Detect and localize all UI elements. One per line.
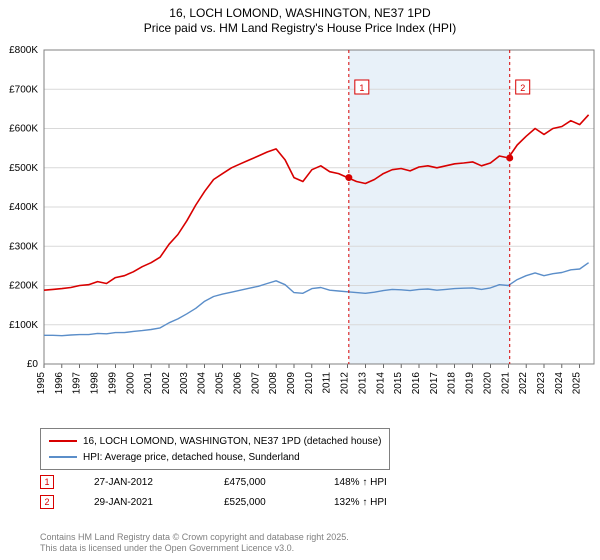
y-tick-label: £0 xyxy=(27,359,39,370)
x-tick-label: 2017 xyxy=(429,372,440,395)
marker-row: 1 27-JAN-2012£475,000148% ↑ HPI xyxy=(40,472,387,492)
chart-container: 16, LOCH LOMOND, WASHINGTON, NE37 1PD Pr… xyxy=(0,0,600,560)
x-tick-label: 2004 xyxy=(197,372,208,395)
y-tick-label: £300K xyxy=(9,241,38,252)
y-tick-label: £200K xyxy=(9,281,38,292)
footer: Contains HM Land Registry data © Crown c… xyxy=(40,532,349,554)
footer-line-2: This data is licensed under the Open Gov… xyxy=(40,543,349,554)
x-tick-label: 2003 xyxy=(179,372,190,395)
x-tick-label: 2021 xyxy=(500,372,511,395)
title-line-1: 16, LOCH LOMOND, WASHINGTON, NE37 1PD xyxy=(0,6,600,21)
x-tick-label: 2018 xyxy=(447,372,458,395)
x-tick-label: 2025 xyxy=(572,372,583,395)
x-tick-label: 2007 xyxy=(250,372,261,395)
x-tick-label: 2019 xyxy=(465,372,476,395)
y-tick-label: £600K xyxy=(9,124,38,135)
x-tick-label: 1998 xyxy=(90,372,101,395)
x-tick-label: 2020 xyxy=(482,372,493,395)
y-tick-label: £500K xyxy=(9,163,38,174)
marker-badge-label: 1 xyxy=(359,83,364,93)
marker-point xyxy=(506,154,513,161)
legend: 16, LOCH LOMOND, WASHINGTON, NE37 1PD (d… xyxy=(40,428,390,470)
x-tick-label: 2013 xyxy=(357,372,368,395)
x-tick-label: 2012 xyxy=(340,372,351,395)
marker-point xyxy=(345,174,352,181)
x-tick-label: 2016 xyxy=(411,372,422,395)
x-tick-label: 2014 xyxy=(375,372,386,395)
x-tick-label: 2008 xyxy=(268,372,279,395)
marker-table: 1 27-JAN-2012£475,000148% ↑ HPI 2 29-JAN-20… xyxy=(40,472,387,512)
marker-price: £525,000 xyxy=(224,497,334,508)
legend-item: 16, LOCH LOMOND, WASHINGTON, NE37 1PD (d… xyxy=(49,433,381,449)
x-tick-label: 2015 xyxy=(393,372,404,395)
legend-label: 16, LOCH LOMOND, WASHINGTON, NE37 1PD (d… xyxy=(83,436,381,447)
marker-row: 2 29-JAN-2021£525,000132% ↑ HPI xyxy=(40,492,387,512)
y-tick-label: £800K xyxy=(9,45,38,56)
legend-label: HPI: Average price, detached house, Sund… xyxy=(83,452,300,463)
title-line-2: Price paid vs. HM Land Registry's House … xyxy=(0,21,600,36)
x-tick-label: 2001 xyxy=(143,372,154,395)
marker-hpi: 148% ↑ HPI xyxy=(334,477,387,488)
marker-badge: 1 xyxy=(40,475,54,489)
legend-swatch xyxy=(49,440,77,442)
x-tick-label: 1997 xyxy=(72,372,83,395)
legend-swatch xyxy=(49,456,77,458)
x-tick-label: 2002 xyxy=(161,372,172,395)
y-tick-label: £100K xyxy=(9,320,38,331)
x-tick-label: 2011 xyxy=(322,372,333,394)
x-tick-label: 1996 xyxy=(54,372,65,395)
marker-badge: 2 xyxy=(40,495,54,509)
x-tick-label: 2010 xyxy=(304,372,315,395)
x-tick-label: 2023 xyxy=(536,372,547,395)
legend-item: HPI: Average price, detached house, Sund… xyxy=(49,449,381,465)
marker-date: 27-JAN-2012 xyxy=(94,477,224,488)
x-tick-label: 1999 xyxy=(107,372,118,395)
marker-badge-label: 2 xyxy=(520,83,525,93)
chart-area: £0 £100K £200K £300K £400K £500K £600K £700K £80… xyxy=(0,44,600,422)
y-tick-label: £700K xyxy=(9,84,38,95)
footer-line-1: Contains HM Land Registry data © Crown c… xyxy=(40,532,349,543)
x-tick-label: 2005 xyxy=(215,372,226,395)
x-tick-label: 2022 xyxy=(518,372,529,395)
x-tick-label: 2024 xyxy=(554,372,565,395)
x-tick-label: 2009 xyxy=(286,372,297,395)
marker-date: 29-JAN-2021 xyxy=(94,497,224,508)
marker-hpi: 132% ↑ HPI xyxy=(334,497,387,508)
x-tick-label: 2006 xyxy=(232,372,243,395)
x-tick-label: 2000 xyxy=(125,372,136,395)
chart-svg: £0 £100K £200K £300K £400K £500K £600K £700K £80… xyxy=(0,44,600,422)
marker-price: £475,000 xyxy=(224,477,334,488)
x-tick-label: 1995 xyxy=(36,372,47,395)
title-block: 16, LOCH LOMOND, WASHINGTON, NE37 1PD Pr… xyxy=(0,0,600,36)
y-tick-label: £400K xyxy=(9,202,38,213)
